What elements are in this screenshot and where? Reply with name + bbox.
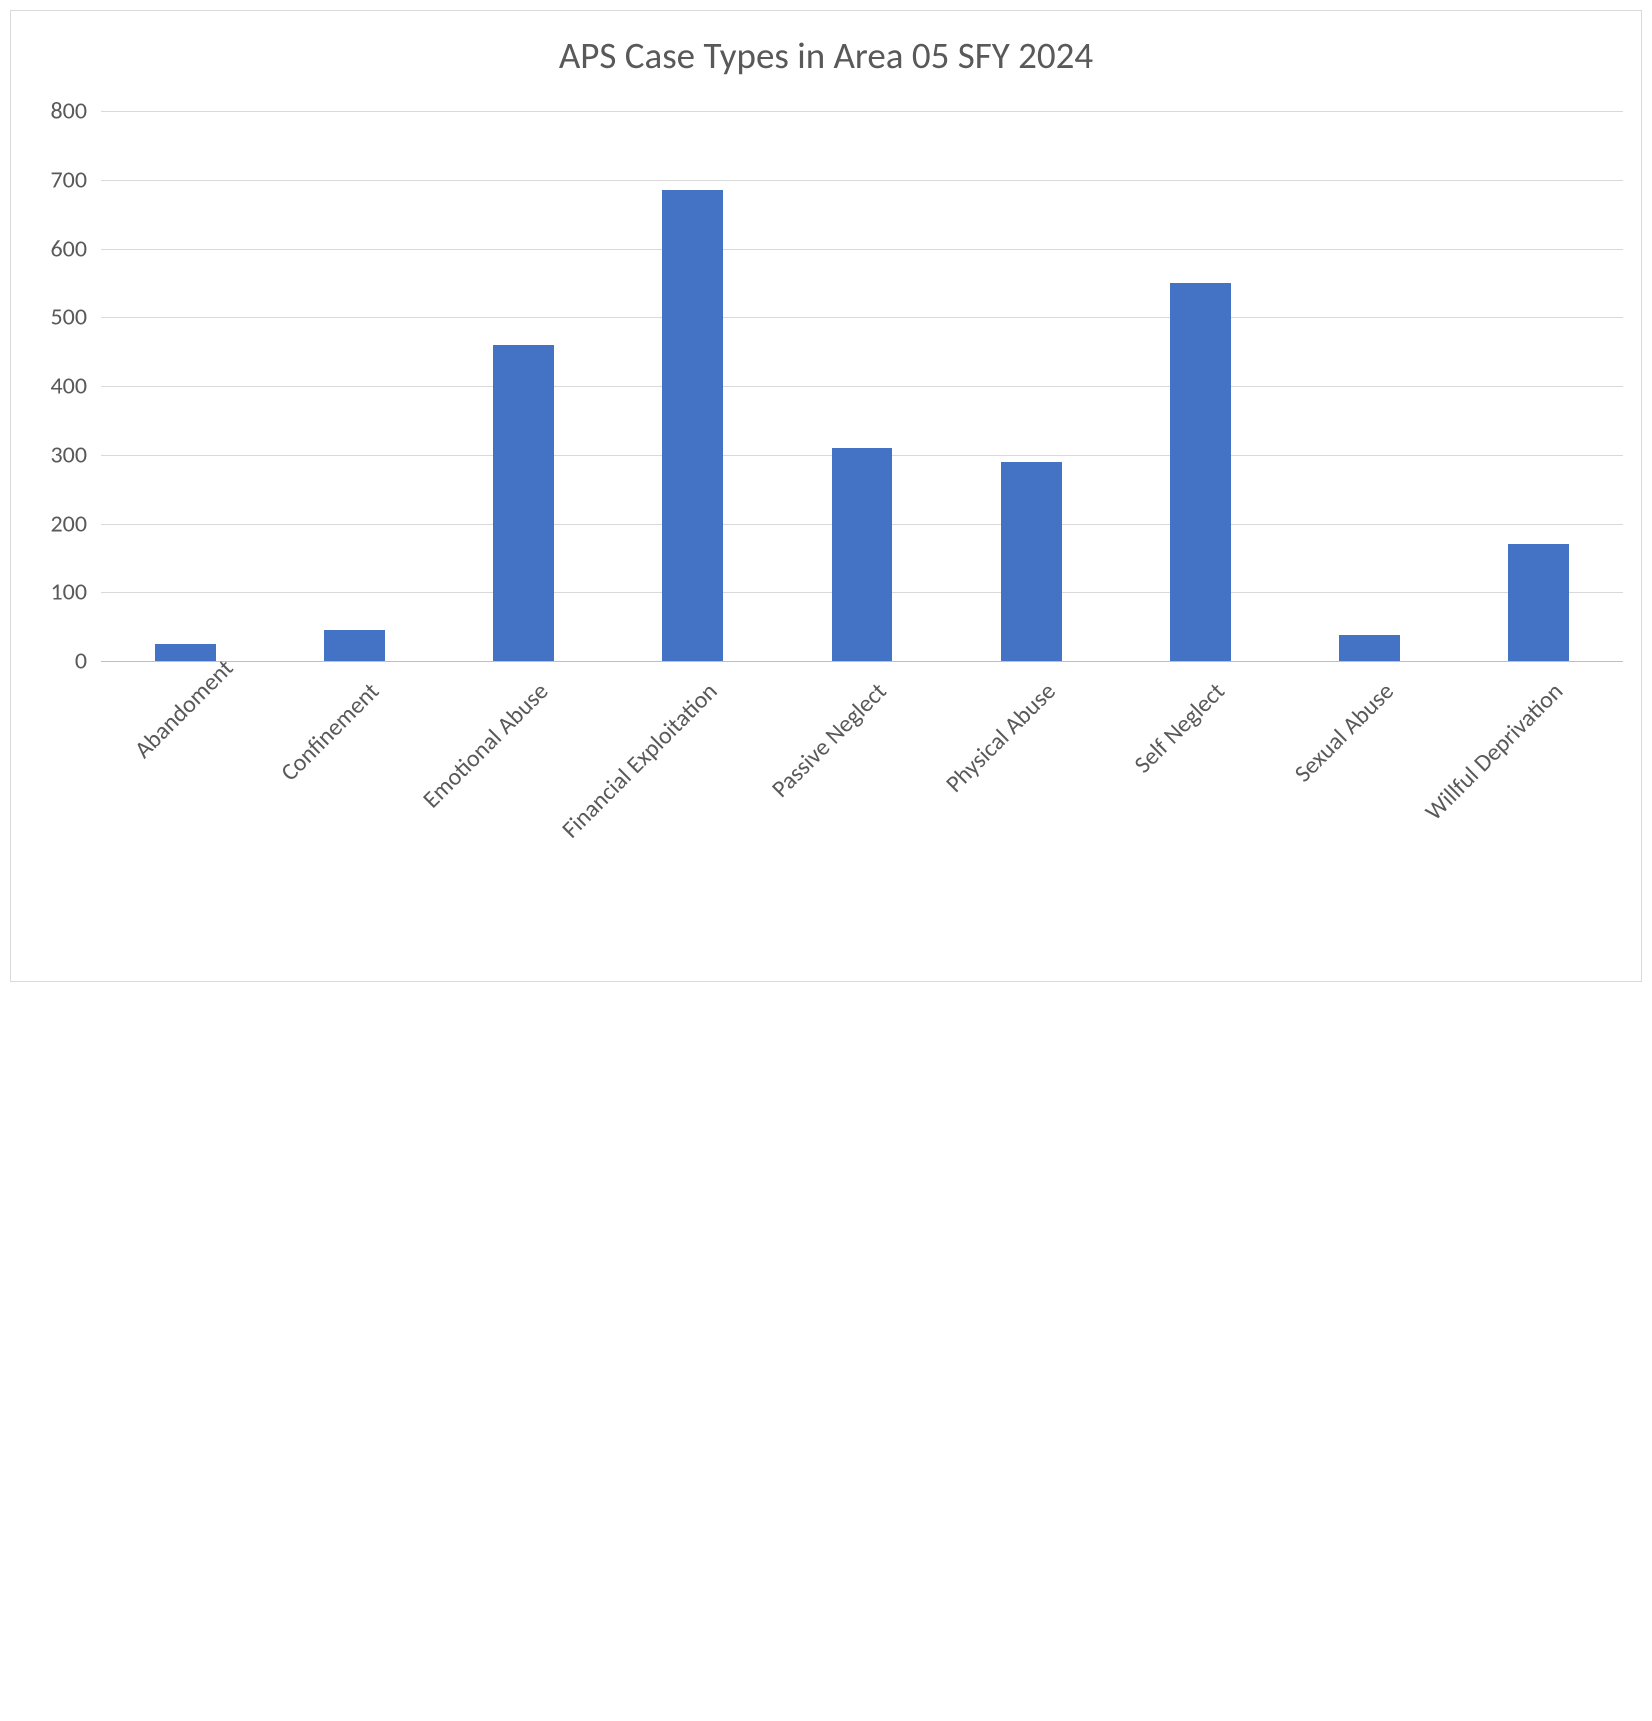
x-axis-line xyxy=(101,661,1623,662)
bar xyxy=(493,345,554,661)
ytick-label: 600 xyxy=(51,234,88,263)
xtick-label: Confinement xyxy=(178,677,385,884)
ytick-label: 0 xyxy=(75,647,87,676)
gridline xyxy=(101,111,1623,112)
ytick-label: 300 xyxy=(51,440,88,469)
bar xyxy=(155,644,216,661)
bar xyxy=(1508,544,1569,661)
bar xyxy=(1001,462,1062,661)
xtick-label: Willful Deprivation xyxy=(525,677,1569,1721)
gridline xyxy=(101,386,1623,387)
ytick-label: 400 xyxy=(51,372,88,401)
ytick-label: 100 xyxy=(51,578,88,607)
bar xyxy=(1339,635,1400,661)
bar xyxy=(324,630,385,661)
xtick-label: Physical Abuse xyxy=(376,677,1061,1362)
chart-title: APS Case Types in Area 05 SFY 2024 xyxy=(11,33,1641,78)
gridline xyxy=(101,180,1623,181)
ytick-label: 200 xyxy=(51,509,88,538)
ytick-label: 700 xyxy=(51,165,88,194)
bar xyxy=(1170,283,1231,661)
gridline xyxy=(101,317,1623,318)
bar xyxy=(662,190,723,661)
chart-frame: APS Case Types in Area 05 SFY 2024 01002… xyxy=(10,10,1642,982)
plot-area: 0100200300400500600700800AbandomentConfi… xyxy=(101,111,1623,661)
xtick-label: Emotional Abuse xyxy=(228,677,555,1004)
xtick-label: Passive Neglect xyxy=(327,677,893,1243)
ytick-label: 500 xyxy=(51,303,88,332)
xtick-label: Self Neglect xyxy=(426,677,1231,1482)
bar xyxy=(832,448,893,661)
gridline xyxy=(101,249,1623,250)
ytick-label: 800 xyxy=(51,97,88,126)
xtick-label: Abandoment xyxy=(129,677,216,764)
